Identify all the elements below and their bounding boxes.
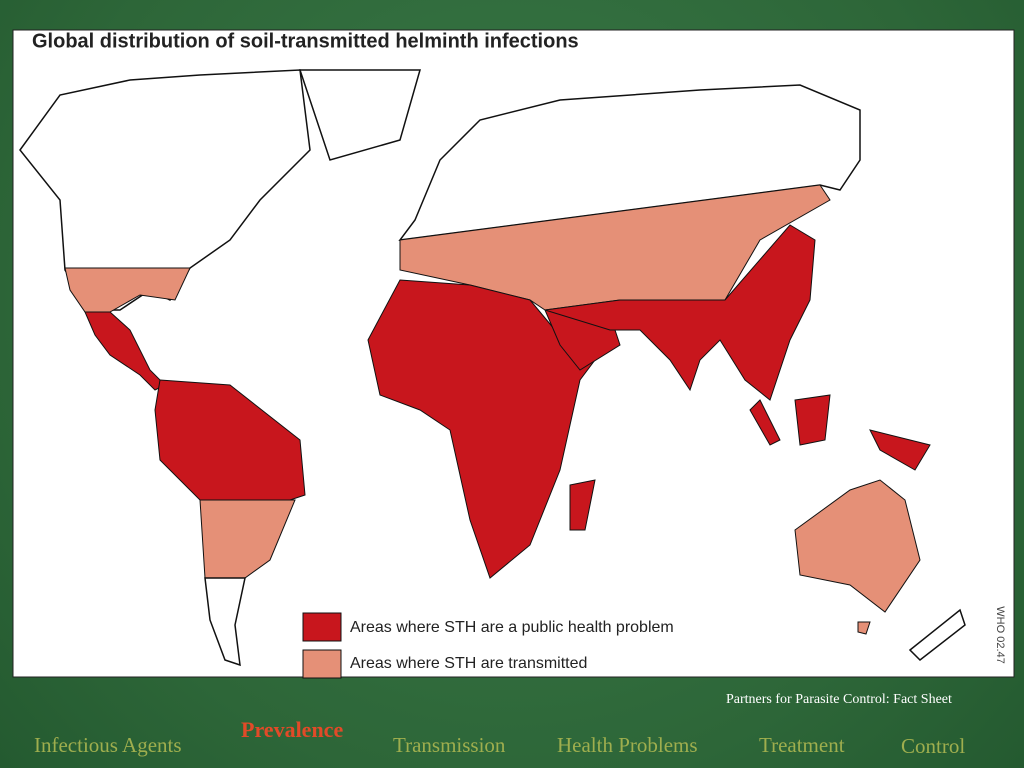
nav-link[interactable]: Transmission [393,733,506,757]
nav-link[interactable]: Health Problems [557,733,698,757]
legend-label: Areas where STH are a public health prob… [350,619,674,636]
legend-label: Areas where STH are transmitted [350,655,587,672]
nav-link[interactable]: Infectious Agents [34,733,182,757]
map-code: WHO 02.47 [994,606,1006,663]
nav-link[interactable]: Control [901,734,966,758]
nav-link[interactable]: Treatment [759,733,845,757]
caption: Partners for Parasite Control: Fact Shee… [726,692,952,707]
continents [19,69,966,667]
legend-swatch [302,649,342,679]
map-title: Global distribution of soil-transmitted … [32,30,579,52]
nav-link[interactable]: Prevalence [241,717,344,742]
legend-swatch [302,612,342,642]
